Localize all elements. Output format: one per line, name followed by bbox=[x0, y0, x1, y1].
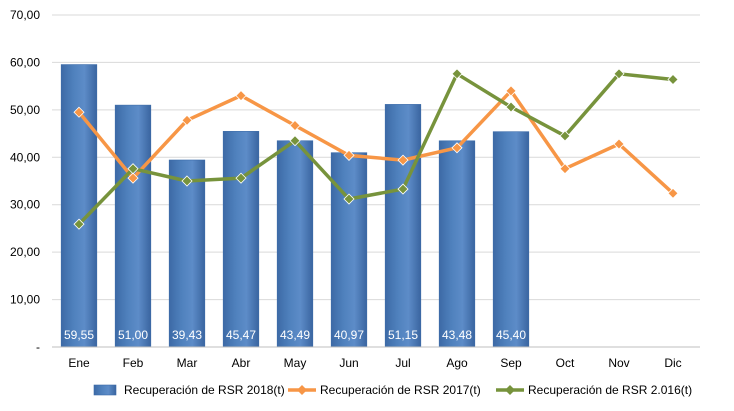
legend-marker bbox=[297, 385, 307, 395]
x-tick-label: Mar bbox=[177, 356, 198, 370]
x-tick-label: Oct bbox=[556, 356, 575, 370]
y-tick-label: 40,00 bbox=[10, 150, 40, 164]
x-tick-label: Feb bbox=[123, 356, 144, 370]
x-tick-label: Ene bbox=[68, 356, 90, 370]
bar-data-labels: 59,55 51,00 39,43 45,47 43,49 40,97 51,15 43,48… bbox=[64, 328, 526, 342]
line-series-1 bbox=[73, 85, 679, 199]
bar bbox=[492, 131, 530, 348]
bar-data-label: 43,48 bbox=[442, 328, 472, 342]
bar bbox=[222, 131, 260, 348]
x-tick-label: Dic bbox=[664, 356, 681, 370]
bar-series-2018 bbox=[60, 64, 530, 348]
y-tick-label: 30,00 bbox=[10, 198, 40, 212]
bar-data-label: 59,55 bbox=[64, 328, 94, 342]
bar bbox=[114, 104, 152, 348]
data-point-marker bbox=[289, 135, 301, 147]
legend-label: Recuperación de RSR 2.016(t) bbox=[528, 383, 692, 397]
data-point-marker bbox=[505, 85, 517, 97]
y-tick-label: 10,00 bbox=[10, 293, 40, 307]
data-point-marker bbox=[451, 68, 463, 80]
x-tick-label: May bbox=[284, 356, 307, 370]
x-tick-label: Abr bbox=[232, 356, 251, 370]
x-tick-label: Jul bbox=[395, 356, 410, 370]
data-point-marker bbox=[397, 183, 409, 195]
bar bbox=[438, 140, 476, 348]
y-tick-label: - bbox=[36, 340, 40, 354]
y-tick-label: 50,00 bbox=[10, 103, 40, 117]
bar-data-label: 51,00 bbox=[118, 328, 148, 342]
legend-item: Recuperación de RSR 2017(t) bbox=[288, 383, 481, 397]
legend-item: Recuperación de RSR 2.016(t) bbox=[496, 383, 692, 397]
data-point-marker bbox=[613, 138, 625, 150]
y-tick-label: 20,00 bbox=[10, 245, 40, 259]
data-point-marker bbox=[343, 149, 355, 161]
legend-marker bbox=[505, 385, 515, 395]
data-point-marker bbox=[451, 142, 463, 154]
data-point-marker bbox=[505, 101, 517, 113]
bar-data-label: 51,15 bbox=[388, 328, 418, 342]
gridlines bbox=[52, 14, 700, 301]
data-point-marker bbox=[235, 90, 247, 102]
data-point-marker bbox=[397, 154, 409, 166]
legend-item: Recuperación de RSR 2018(t) bbox=[93, 383, 285, 397]
data-point-marker bbox=[613, 68, 625, 80]
bar bbox=[276, 140, 314, 348]
data-point-marker bbox=[667, 187, 679, 199]
legend: Recuperación de RSR 2018(t) Recuperación … bbox=[93, 383, 692, 397]
bar bbox=[168, 159, 206, 348]
x-tick-label: Nov bbox=[608, 356, 629, 370]
data-point-marker bbox=[289, 119, 301, 132]
bar-data-label: 43,49 bbox=[280, 328, 310, 342]
data-point-marker bbox=[73, 106, 85, 118]
bar-data-label: 45,47 bbox=[226, 328, 256, 342]
data-point-marker bbox=[127, 163, 139, 175]
y-tick-label: 60,00 bbox=[10, 55, 40, 69]
series-line bbox=[77, 89, 675, 195]
legend-label: Recuperación de RSR 2017(t) bbox=[320, 383, 481, 397]
y-tick-label: 70,00 bbox=[10, 8, 40, 22]
bar-data-label: 39,43 bbox=[172, 328, 202, 342]
line-series-2 bbox=[73, 68, 679, 230]
data-point-marker bbox=[181, 114, 193, 126]
data-point-marker bbox=[559, 130, 571, 142]
data-point-marker bbox=[235, 172, 247, 184]
data-point-marker bbox=[127, 172, 139, 184]
data-point-marker bbox=[343, 193, 355, 205]
data-point-marker bbox=[559, 163, 571, 175]
series-line bbox=[77, 72, 674, 226]
x-axis: Ene Feb Mar Abr May Jun Jul Ago Sep Oct Nov Dic bbox=[52, 346, 700, 370]
data-point-marker bbox=[181, 175, 193, 187]
x-tick-label: Jun bbox=[339, 356, 358, 370]
data-point-marker bbox=[667, 73, 679, 86]
x-tick-label: Sep bbox=[500, 356, 522, 370]
data-point-marker bbox=[73, 218, 85, 230]
legend-swatch bbox=[93, 384, 117, 396]
bar bbox=[384, 104, 422, 348]
legend-label: Recuperación de RSR 2018(t) bbox=[124, 383, 285, 397]
bar bbox=[330, 152, 368, 348]
bar-data-label: 45,40 bbox=[496, 328, 526, 342]
y-axis: - 10,00 20,00 30,00 40,00 50,00 60,00 70,00 bbox=[10, 8, 40, 354]
x-tick-label: Ago bbox=[446, 356, 468, 370]
line-series bbox=[73, 68, 679, 230]
bar-data-label: 40,97 bbox=[334, 328, 364, 342]
